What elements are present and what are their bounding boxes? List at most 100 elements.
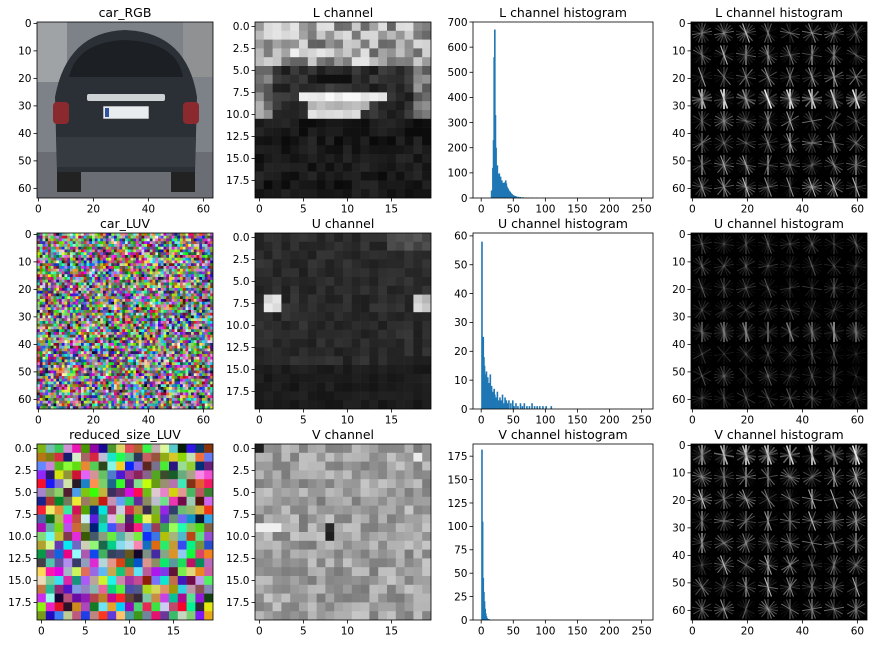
u-hist-bar-31 <box>510 403 512 409</box>
v-channel-ytick-label-6: 15.0 <box>226 575 249 587</box>
u-hist-bar-34 <box>515 403 517 409</box>
u-hist-title: U channel histogram <box>498 216 628 231</box>
u-channel-frame <box>254 232 432 410</box>
u-hog-ytick-label-4: 40 <box>672 339 685 351</box>
v-hist-content <box>473 444 653 620</box>
u-hist-bar-43 <box>536 406 538 409</box>
l-hist-bar-36 <box>517 196 520 198</box>
car-rgb-content <box>37 22 213 198</box>
car-rgb-title: car_RGB <box>99 5 152 20</box>
car-rgb-ytick-label-1: 10 <box>18 46 31 58</box>
u-hist-bar-46 <box>545 406 547 409</box>
u-hist-bar-21 <box>496 391 499 409</box>
car-luv-xtick-label-0: 0 <box>35 415 42 427</box>
u-channel-ytick-label-0: 0.0 <box>233 232 250 244</box>
u-hog-ytick-label-5: 50 <box>672 367 685 379</box>
panel-car-luv: car_LUV 0 20 40 60 0 10 20 30 40 50 60 <box>18 216 214 427</box>
v-hist-xtick-label-5: 250 <box>632 626 652 638</box>
reduced-luv-ytick-label-0: 0.0 <box>15 443 32 455</box>
l-channel-xtick-label-2: 10 <box>341 204 354 216</box>
v-hist-ytick-label-4: 100 <box>447 521 467 533</box>
panel-u-hist: U channel histogram 0 50 100 150 200 250 0 10 20 3… <box>454 216 654 427</box>
u-channel-ytick-label-7: 17.5 <box>226 386 249 398</box>
panel-v-channel: V channel 0 5 10 15 0.0 2.5 5.0 7.5 10.0 12.5 15.0 1… <box>226 427 432 638</box>
v-hog-xtick-label-3: 60 <box>851 626 864 638</box>
reduced-luv-frame <box>36 443 214 621</box>
u-hist-bar-23 <box>499 397 501 409</box>
v-hog-frame <box>690 443 868 621</box>
l-hog-ytick-label-3: 30 <box>672 101 685 113</box>
l-hog-xtick-label-2: 40 <box>796 204 809 216</box>
panel-u-hog: U channel histogram 0 20 40 60 0 10 20 30 40 50 60 <box>672 216 868 427</box>
l-hog-xtick-label-1: 20 <box>741 204 754 216</box>
panel-u-channel: U channel 0 5 10 15 0.0 2.5 5.0 7.5 10.0 12.5 15.0 1… <box>226 216 432 427</box>
v-hist-ytick-label-2: 50 <box>454 568 467 580</box>
u-hist-bar-35 <box>517 406 519 409</box>
reduced-luv-title: reduced_size_LUV <box>69 427 181 442</box>
v-channel-ytick-label-5: 12.5 <box>226 553 249 565</box>
car-luv-content <box>37 233 213 409</box>
u-hist-xtick-label-0: 0 <box>478 415 485 427</box>
l-hist-title: L channel histogram <box>499 5 627 20</box>
car-rgb-ytick-label-5: 50 <box>18 156 31 168</box>
v-hog-ytick-label-5: 50 <box>672 578 685 590</box>
l-hist-ytick-label-1: 100 <box>447 168 467 180</box>
v-hog-ytick-label-0: 0 <box>679 440 686 452</box>
reduced-luv-ytick-label-7: 17.5 <box>8 597 31 609</box>
u-hist-ytick-label-5: 50 <box>454 260 467 272</box>
car-rgb-frame <box>36 21 214 199</box>
l-hog-xtick-label-3: 60 <box>851 204 864 216</box>
u-hog-ytick-label-0: 0 <box>679 229 686 241</box>
car-luv-ytick-label-2: 20 <box>18 284 31 296</box>
car-rgb-ytick-label-2: 20 <box>18 73 31 85</box>
u-hist-content <box>473 233 653 409</box>
l-channel-ytick-label-4: 10.0 <box>226 109 249 121</box>
u-hist-bar-37 <box>521 406 524 409</box>
l-channel-ytick-label-3: 7.5 <box>233 87 250 99</box>
u-hog-content <box>691 233 867 409</box>
u-hist-bar-39 <box>526 406 528 409</box>
l-channel-xtick-label-3: 15 <box>385 204 398 216</box>
v-hist-xtick-label-3: 150 <box>567 626 587 638</box>
v-hist-xtick-label-4: 200 <box>600 626 620 638</box>
u-hist-ytick-label-3: 30 <box>454 317 467 329</box>
car-luv-ytick-label-1: 10 <box>18 257 31 269</box>
panel-l-hog: L channel histogram 0 20 40 60 0 10 20 30 40 50 60 <box>672 5 868 216</box>
car-rgb-ytick-label-4: 40 <box>18 128 31 140</box>
l-channel-content <box>255 22 431 198</box>
car-luv-ytick-label-5: 50 <box>18 367 31 379</box>
v-hist-ytick-label-3: 75 <box>454 545 467 557</box>
l-hog-ytick-label-5: 50 <box>672 156 685 168</box>
u-hog-ytick-label-3: 30 <box>672 312 685 324</box>
l-hist-bar-34 <box>514 195 517 198</box>
v-hog-ytick-label-6: 60 <box>672 605 685 617</box>
v-channel-title: V channel <box>312 427 374 442</box>
u-hist-ytick-label-1: 10 <box>454 375 467 387</box>
v-hist-bar-9 <box>486 619 489 620</box>
panel-v-hog: V channel histogram 0 20 40 60 0 10 20 30 40 50 60 <box>672 427 868 638</box>
u-hog-ytick-label-2: 20 <box>672 284 685 296</box>
u-channel-ytick-label-2: 5.0 <box>233 276 250 288</box>
l-hist-xtick-label-4: 200 <box>600 204 620 216</box>
l-channel-xtick-label-0: 0 <box>256 204 263 216</box>
reduced-luv-xtick-label-0: 0 <box>38 626 45 638</box>
l-hist-ytick-label-6: 600 <box>447 42 467 54</box>
u-channel-ytick-label-5: 12.5 <box>226 342 249 354</box>
l-hist-bar-33 <box>513 195 515 198</box>
l-hist-bar-35 <box>515 196 518 198</box>
reduced-luv-ytick-label-4: 10.0 <box>8 531 31 543</box>
reduced-luv-ytick-label-3: 7.5 <box>15 509 32 521</box>
l-hist-bar-0 <box>490 190 493 198</box>
v-channel-ytick-label-3: 7.5 <box>233 509 250 521</box>
v-hist-title: V channel histogram <box>498 427 627 442</box>
u-hist-bar-38 <box>523 403 526 409</box>
u-hist-bar-32 <box>511 400 514 409</box>
u-channel-ytick-label-4: 10.0 <box>226 320 249 332</box>
u-channel-xtick-label-2: 10 <box>341 415 354 427</box>
v-hog-ytick-label-3: 30 <box>672 523 685 535</box>
u-hog-title: U channel histogram <box>714 216 844 231</box>
panel-v-hist: V channel histogram 0 50 100 150 200 250 0 25 50 7… <box>447 427 654 638</box>
l-hog-ytick-label-2: 20 <box>672 73 685 85</box>
l-channel-ytick-label-5: 12.5 <box>226 131 249 143</box>
